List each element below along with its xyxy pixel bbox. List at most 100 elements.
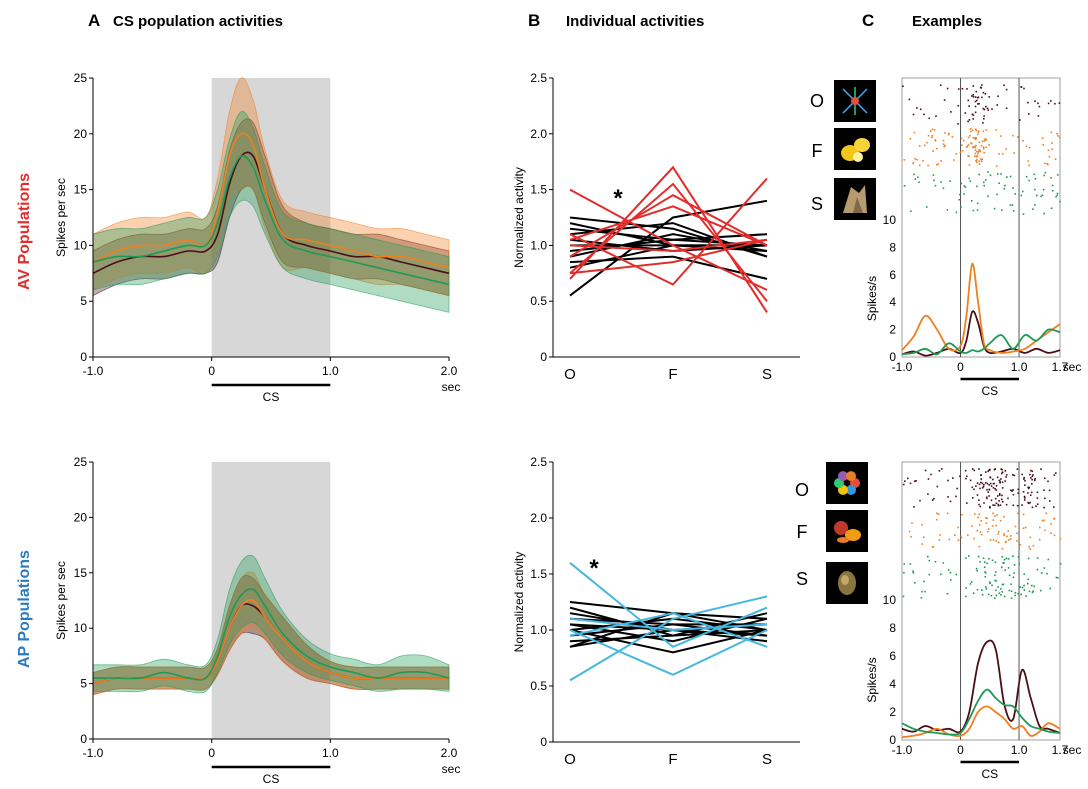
raster-spike bbox=[923, 580, 925, 583]
raster-spike bbox=[950, 579, 952, 581]
raster-spike bbox=[955, 495, 957, 498]
y-tick-label: 4 bbox=[889, 295, 896, 309]
x-tick-label: 0 bbox=[208, 746, 215, 760]
raster-spike bbox=[928, 559, 931, 562]
raster-spike bbox=[1030, 491, 1033, 494]
raster-spike bbox=[1022, 527, 1025, 529]
raster-spike bbox=[1023, 584, 1025, 587]
raster-spike bbox=[1041, 519, 1044, 522]
raster-spike bbox=[1022, 140, 1024, 142]
raster-spike bbox=[996, 476, 999, 479]
raster-spike bbox=[1035, 505, 1037, 507]
raster-spike bbox=[1050, 207, 1053, 209]
raster-spike bbox=[1001, 494, 1003, 497]
sem-band-scene bbox=[92, 110, 450, 313]
raster-spike bbox=[994, 597, 996, 600]
raster-spike bbox=[1031, 478, 1033, 481]
raster-spike bbox=[1023, 499, 1026, 501]
x-tick-label: 0 bbox=[957, 360, 964, 374]
raster-spike bbox=[927, 493, 929, 495]
raster-spike bbox=[1030, 477, 1032, 479]
panel-letter-a: A bbox=[88, 11, 100, 30]
icon-fruit bbox=[845, 529, 861, 541]
raster-spike bbox=[1056, 192, 1059, 195]
raster-spike bbox=[985, 517, 987, 519]
raster-spike bbox=[1046, 572, 1048, 575]
raster-spike bbox=[961, 144, 963, 146]
raster-spike bbox=[1012, 504, 1015, 507]
raster-spike bbox=[1023, 478, 1025, 480]
y-tick-label: 20 bbox=[74, 510, 88, 524]
raster-spike bbox=[997, 530, 1000, 533]
raster-spike bbox=[1047, 149, 1050, 152]
raster-spike bbox=[997, 95, 999, 97]
raster-spike bbox=[1048, 489, 1051, 492]
rate-line-object bbox=[901, 639, 1061, 734]
raster-spike bbox=[1059, 136, 1061, 139]
y-tick-label: 2.0 bbox=[530, 511, 547, 525]
raster-spike bbox=[940, 160, 942, 162]
raster-spike bbox=[989, 581, 991, 583]
raster-spike bbox=[1005, 503, 1008, 506]
raster-spike bbox=[1031, 506, 1034, 509]
raster-spike bbox=[919, 499, 921, 502]
raster-spike bbox=[931, 546, 934, 548]
raster-spike bbox=[982, 485, 985, 488]
raster-spike bbox=[957, 123, 959, 125]
raster-spike bbox=[965, 557, 967, 559]
raster-spike bbox=[989, 506, 991, 508]
raster-spike bbox=[994, 561, 997, 564]
panel-title-b: Individual activities bbox=[566, 13, 704, 30]
raster-spike bbox=[947, 496, 949, 498]
raster-spike bbox=[1024, 484, 1026, 486]
raster-spike bbox=[974, 513, 976, 515]
cs-bar-label: CS bbox=[981, 384, 998, 398]
raster-spike bbox=[1032, 590, 1034, 592]
raster-spike bbox=[976, 482, 979, 484]
raster-spike bbox=[930, 136, 933, 139]
raster-spike bbox=[997, 504, 1000, 507]
raster-spike bbox=[981, 487, 984, 489]
raster-spike bbox=[1021, 586, 1024, 589]
raster-spike bbox=[936, 485, 939, 488]
raster-spike bbox=[989, 539, 992, 541]
raster-spike bbox=[938, 470, 941, 472]
raster-spike bbox=[996, 104, 998, 106]
raster-spike bbox=[909, 482, 912, 485]
plot-frame bbox=[901, 461, 1061, 741]
raster-spike bbox=[907, 477, 909, 480]
raster-spike bbox=[1053, 534, 1056, 537]
stimulus-letter: O bbox=[795, 480, 809, 500]
raster-spike bbox=[918, 164, 921, 167]
raster-spike bbox=[1028, 113, 1030, 115]
raster-spike bbox=[918, 145, 921, 147]
raster-spike bbox=[969, 130, 972, 133]
raster-spike bbox=[1028, 486, 1030, 489]
raster-spike bbox=[931, 134, 934, 137]
raster-spike bbox=[998, 500, 1000, 502]
raster-spike bbox=[1048, 155, 1051, 158]
raster-spike bbox=[944, 132, 946, 134]
raster-spike bbox=[1014, 193, 1016, 195]
raster-spike bbox=[1027, 101, 1029, 104]
raster-spike bbox=[972, 114, 975, 117]
raster-spike bbox=[943, 99, 946, 101]
category-label: O bbox=[564, 366, 576, 383]
raster-spike bbox=[1050, 177, 1052, 179]
raster-spike bbox=[978, 141, 981, 144]
raster-spike bbox=[992, 539, 995, 541]
raster-spike bbox=[1010, 583, 1012, 585]
highlight-neuron-line bbox=[569, 612, 768, 648]
raster-spike bbox=[998, 153, 1000, 155]
raster-spike bbox=[942, 562, 945, 564]
raster-spike bbox=[974, 128, 977, 131]
stimulus-letter: F bbox=[797, 522, 808, 542]
raster-spike bbox=[1020, 86, 1023, 88]
raster-spike bbox=[998, 182, 1000, 184]
series-line-fruit bbox=[92, 132, 450, 269]
y-tick-label: 6 bbox=[889, 268, 896, 282]
raster-spike bbox=[1004, 470, 1007, 472]
raster-spike bbox=[988, 144, 990, 146]
raster-spike bbox=[954, 534, 956, 537]
category-label: O bbox=[564, 751, 576, 768]
